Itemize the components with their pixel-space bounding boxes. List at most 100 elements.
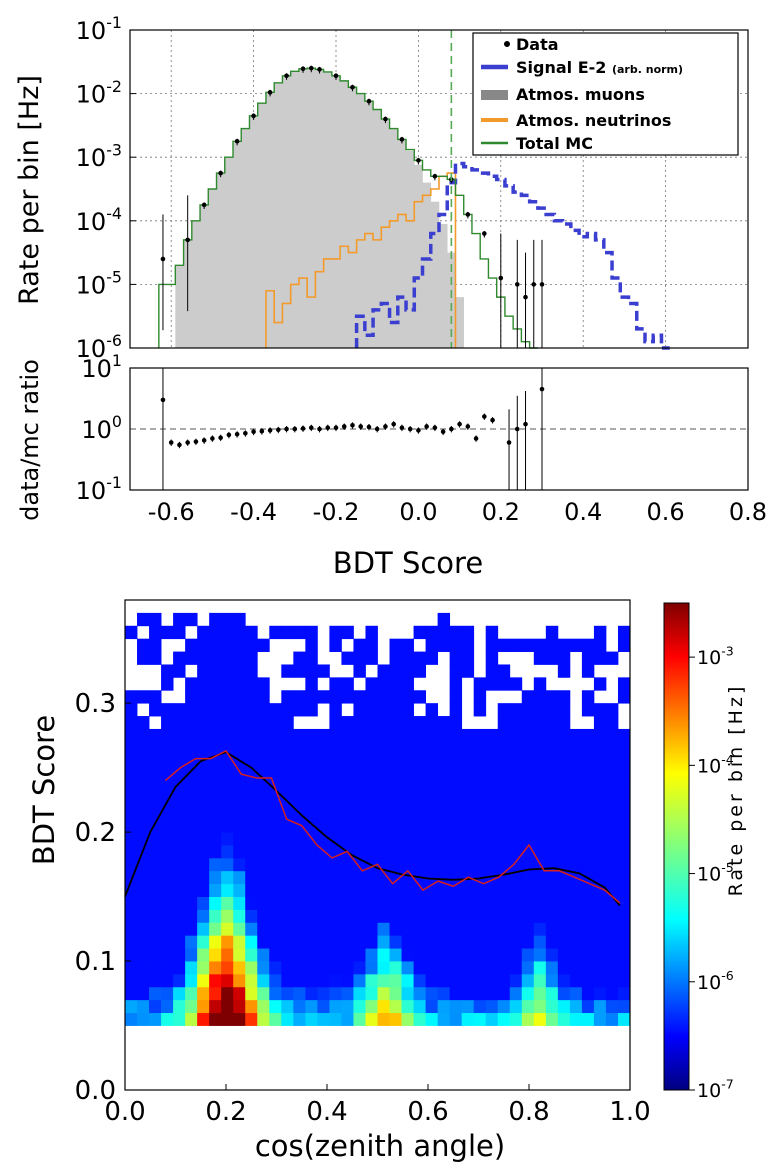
- heatmap-cell: [245, 677, 258, 691]
- heatmap-cell: [473, 819, 487, 833]
- heatmap-cell: [293, 922, 306, 936]
- heatmap-cell: [497, 845, 511, 859]
- heatmap-cell: [137, 612, 150, 627]
- heatmap-cell: [353, 909, 366, 923]
- ratio-point: [234, 431, 240, 437]
- ratio-point: [383, 424, 388, 429]
- heatmap-cell: [461, 999, 475, 1014]
- heatmap-cell: [317, 806, 330, 820]
- heatmap-cell: [521, 690, 535, 704]
- heatmap-cell: [593, 741, 607, 756]
- heatmap-cell: [413, 935, 426, 949]
- heatmap-cell: [605, 986, 619, 1001]
- heatmap-cell: [365, 935, 378, 949]
- signal-histogram: [354, 161, 670, 350]
- heatmap-cell: [209, 948, 222, 962]
- heatmap-cell: [197, 651, 210, 665]
- heatmap-cell: [305, 948, 318, 962]
- heatmap-cell: [173, 793, 186, 807]
- heatmap-cell: [605, 922, 619, 936]
- ratio-y-tick-label: 10-1: [76, 473, 122, 505]
- heatmap-cell: [353, 638, 366, 652]
- heatmap-cell: [569, 986, 583, 1001]
- heatmap-cell: [341, 690, 354, 704]
- heatmap-cell: [425, 806, 439, 820]
- heatmap-cell: [557, 664, 571, 678]
- heatmap-cell: [245, 909, 258, 923]
- heatmap-cell: [389, 793, 402, 807]
- heatmap-cell: [293, 819, 306, 833]
- heatmap-cell: [245, 767, 258, 781]
- heatmap-cell: [221, 909, 234, 923]
- heatmap-cell: [377, 728, 390, 743]
- heatmap-cell: [221, 728, 234, 743]
- heatmap-cell: [209, 806, 222, 820]
- heatmap-cell: [413, 973, 426, 988]
- heatmap-cell: [341, 935, 354, 949]
- heatmap-cell: [305, 935, 318, 949]
- heatmap-cell: [581, 973, 595, 988]
- heatmap-cell: [605, 741, 619, 756]
- heatmap-cell: [413, 909, 426, 923]
- heatmap-cell: [293, 986, 306, 1001]
- heatmap-cell: [521, 819, 535, 833]
- heatmap-cell: [593, 845, 607, 859]
- heatmap-cell: [269, 1012, 282, 1026]
- heatmap-cell: [233, 935, 246, 949]
- heatmap-cell: [353, 1012, 366, 1026]
- heatmap-x-label: cos(zenith angle): [255, 1129, 505, 1163]
- heatmap-cell: [233, 664, 246, 678]
- heatmap-cell: [545, 845, 559, 859]
- heatmap-cell: [377, 1012, 390, 1026]
- heatmap-cell: [449, 857, 463, 872]
- heatmap-cell: [557, 986, 571, 1001]
- heatmap-cell: [593, 961, 607, 975]
- heatmap-cell: [209, 651, 222, 665]
- ratio-point: [350, 422, 355, 428]
- data-point: [317, 67, 322, 72]
- heatmap-cell: [173, 883, 186, 897]
- heatmap-cell: [581, 857, 595, 872]
- heatmap-cell: [557, 845, 571, 859]
- ratio-y-ticks: 10-1 100 101: [76, 351, 122, 505]
- heatmap-cell: [449, 767, 463, 781]
- ratio-point: [259, 428, 265, 434]
- heatmap-cell: [617, 625, 631, 640]
- heatmap-cell: [197, 819, 210, 833]
- ratio-x-ticks: -0.6 -0.4 -0.2 0.0 0.2 0.4 0.6 0.8: [148, 498, 767, 526]
- heatmap-cell: [221, 948, 234, 962]
- heatmap-cell: [569, 935, 583, 949]
- heatmap-cell: [473, 948, 487, 962]
- heatmap-cell: [197, 909, 210, 923]
- heatmap-cell: [581, 651, 595, 665]
- heatmap-cell: [125, 780, 138, 794]
- heatmap-cell: [125, 728, 138, 743]
- heatmap-cell: [473, 754, 487, 769]
- heatmap-x-tick-label: 0.4: [306, 1097, 347, 1127]
- heatmap-cell: [545, 690, 559, 704]
- heatmap-cell: [521, 999, 535, 1014]
- heatmap-cell: [401, 986, 414, 1001]
- heatmap-cell: [257, 677, 270, 691]
- heatmap-cell: [377, 948, 390, 962]
- heatmap-cell: [557, 909, 571, 923]
- heatmap-cell: [209, 922, 222, 936]
- heatmap-cell: [329, 948, 342, 962]
- heatmap-cell: [341, 948, 354, 962]
- heatmap-cell: [269, 986, 282, 1001]
- heatmap-cell: [473, 767, 487, 781]
- heatmap-cell: [569, 961, 583, 975]
- heatmap-cell: [533, 638, 547, 652]
- heatmap-cell: [125, 690, 138, 704]
- heatmap-cell: [425, 767, 439, 781]
- heatmap-cell: [389, 741, 402, 756]
- heatmap-cell: [461, 806, 475, 820]
- heatmap-cell: [161, 780, 174, 794]
- muon-bar: [241, 128, 250, 348]
- heatmap-cell: [161, 664, 174, 678]
- heatmap-cell: [497, 999, 511, 1014]
- heatmap-cell: [305, 767, 318, 781]
- heatmap-cell: [401, 754, 414, 769]
- heatmap-cell: [413, 922, 426, 936]
- heatmap-cell: [209, 625, 222, 640]
